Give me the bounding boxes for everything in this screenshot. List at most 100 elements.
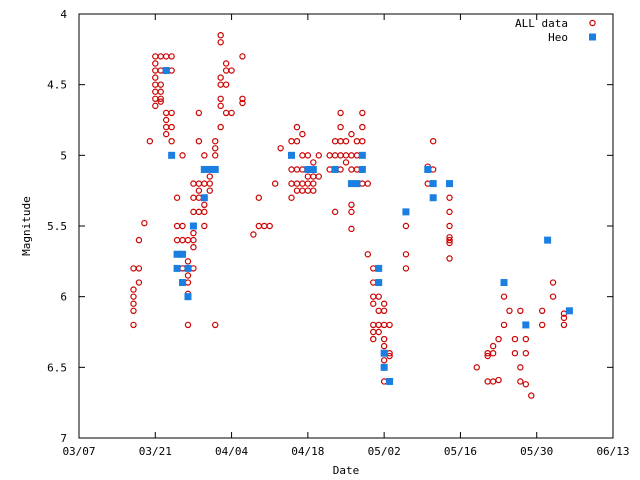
data-point-all-data [484,378,491,385]
data-point-heo [544,236,552,244]
data-point-all-data [141,219,148,227]
data-point-all-data [370,293,377,300]
data-point-all-data [157,53,164,60]
data-point-all-data [152,95,159,103]
data-point-all-data [299,152,306,159]
data-point-heo [206,165,214,173]
data-point-all-data [130,286,137,293]
data-point-all-data [206,180,213,187]
data-point-all-data [157,67,164,74]
data-point-all-data [299,130,306,138]
data-point-all-data [293,137,301,145]
data-point-all-data [528,392,535,399]
data-point-all-data [293,166,301,173]
data-point-all-data [337,152,344,159]
data-point-all-data [500,321,508,329]
data-point-all-data [370,328,377,336]
data-point-all-data [277,145,284,152]
data-point-all-data [152,60,159,67]
data-point-all-data [157,81,164,88]
data-point-all-data [162,53,170,60]
data-point-all-data [239,95,246,103]
data-point-all-data [255,222,263,230]
data-point-all-data [560,321,568,329]
data-point-all-data [168,53,175,60]
data-point-all-data [152,74,159,81]
data-point-all-data [152,53,159,60]
data-point-all-data [402,265,410,272]
legend-marker-all-data [589,19,596,27]
data-point-all-data [495,335,502,343]
data-point-all-data [271,180,279,187]
data-point-all-data [190,229,197,237]
data-point-all-data [228,67,235,74]
data-point-all-data [370,265,377,272]
data-point-all-data [130,300,137,307]
data-point-all-data [162,130,170,138]
data-point-all-data [353,166,361,173]
data-point-heo [309,165,317,173]
data-point-all-data [446,194,453,201]
data-point-all-data [331,208,339,216]
data-point-all-data [239,53,246,60]
data-point-heo [522,321,530,329]
data-point-all-data [359,123,366,131]
data-point-all-data [190,265,197,272]
data-point-all-data [348,130,355,138]
data-point-heo [162,67,170,75]
data-point-all-data [500,293,508,300]
data-point-all-data [184,321,192,329]
data-point-all-data [190,236,197,244]
data-point-all-data [130,293,137,300]
data-point-all-data [152,102,159,110]
data-point-all-data [348,201,355,208]
data-point-all-data [315,173,322,180]
data-point-all-data [201,208,208,216]
data-point-all-data [429,137,437,145]
data-point-all-data [359,180,366,187]
data-point-heo [429,180,437,188]
data-point-all-data [130,321,137,329]
data-point-all-data [130,265,137,272]
data-point-all-data [190,243,197,251]
data-point-all-data [222,109,230,117]
data-point-heo [386,377,394,385]
data-point-heo [304,165,312,173]
data-point-heo [347,180,355,188]
data-point-all-data [250,231,257,238]
data-point-all-data [370,321,377,329]
data-point-all-data [517,307,524,314]
data-point-heo [380,349,388,357]
data-point-all-data [255,194,263,201]
data-point-all-data [217,32,224,39]
data-point-all-data [331,137,339,145]
data-point-all-data [293,187,301,194]
legend-label-all-data: ALL data [515,17,568,30]
data-point-all-data [157,95,164,103]
x-tick-label: 06/13 [596,445,629,458]
y-tick-label: 5 [60,149,67,162]
data-point-all-data [288,166,295,173]
y-tick-label: 4 [60,8,67,21]
data-point-all-data [489,350,497,357]
data-point-all-data [293,180,301,187]
data-point-all-data [288,180,295,187]
x-tick-label: 03/21 [139,445,172,458]
data-point-all-data [195,180,203,187]
data-point-all-data [173,236,181,244]
data-points [130,32,573,399]
x-tick-label: 04/04 [215,445,248,458]
data-point-all-data [190,194,197,201]
data-point-all-data [511,350,519,357]
data-point-heo [211,165,219,173]
data-point-all-data [380,378,388,385]
data-point-all-data [375,293,382,300]
y-tick-label: 6 [60,291,67,304]
data-point-all-data [446,222,453,230]
data-point-all-data [173,194,181,201]
data-point-all-data [315,152,322,159]
data-point-all-data [299,166,306,173]
data-point-all-data [375,321,382,329]
